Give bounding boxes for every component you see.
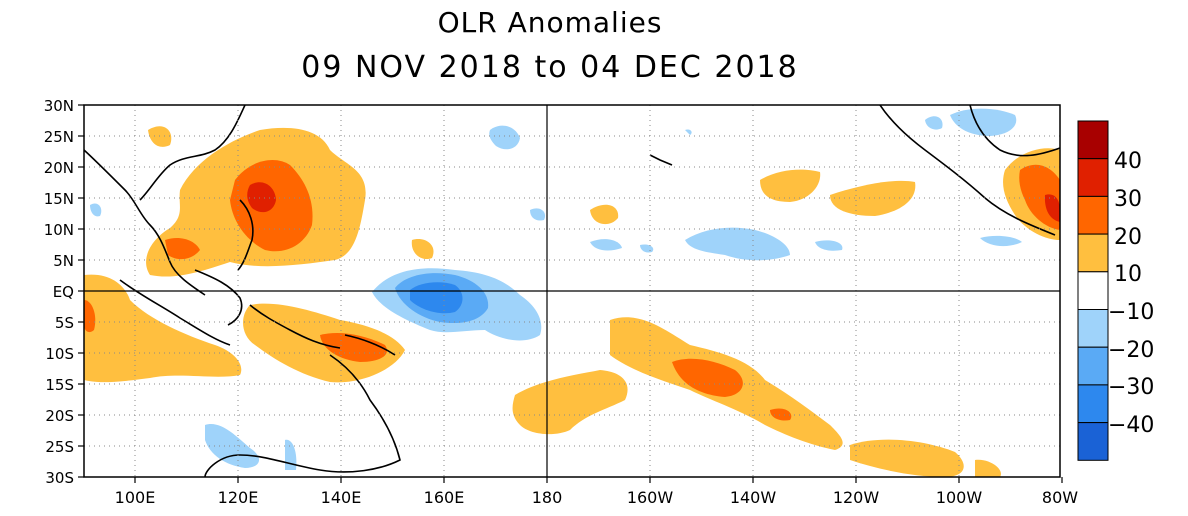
- colorbar-bin: [1077, 120, 1109, 160]
- colorbar-label: −10: [1108, 300, 1154, 325]
- lon-label: 160W: [627, 488, 674, 507]
- colorbar-bin: [1077, 195, 1109, 235]
- colorbar-bin: [1077, 309, 1109, 348]
- negative-anomaly-30-40: [410, 282, 463, 314]
- colorbar-bin: [1077, 158, 1109, 197]
- lon-label: 100E: [115, 488, 156, 507]
- colorbar-bin: [1077, 271, 1109, 310]
- colorbar-bin: [1077, 422, 1109, 461]
- colorbar-label: 10: [1114, 262, 1142, 287]
- lat-label: 20N: [44, 159, 74, 177]
- lon-axis: 100E 120E 140E 160E 180 160W 140W 120W 1…: [115, 488, 1079, 507]
- lat-label: 10N: [44, 221, 74, 239]
- colorbar-labels: 40 30 20 10 −10 −20 −30 −40: [1108, 149, 1154, 438]
- positive-anomaly-10-20: [84, 126, 1060, 477]
- lon-label: 180: [532, 488, 563, 507]
- colorbar-bin: [1077, 384, 1109, 424]
- lon-label: 120W: [833, 488, 880, 507]
- chart-title: OLR Anomalies: [437, 6, 663, 39]
- colorbar-bin: [1077, 346, 1109, 386]
- lat-label: 20S: [45, 407, 74, 425]
- lon-label: 140W: [730, 488, 777, 507]
- colorbar-label: −30: [1108, 375, 1154, 400]
- lat-label: 25S: [45, 438, 74, 456]
- lon-label: 120E: [218, 488, 259, 507]
- colorbar-label: 40: [1114, 149, 1142, 174]
- chart-subtitle: 09 NOV 2018 to 04 DEC 2018: [301, 50, 799, 85]
- lat-label: 30N: [44, 97, 74, 115]
- colorbar: 40 30 20 10 −10 −20 −30 −40: [1077, 120, 1154, 461]
- lat-label: 30S: [45, 469, 74, 487]
- colorbar-bins: [1077, 120, 1109, 461]
- lat-label: 10S: [45, 345, 74, 363]
- positive-anomaly-30-40: [247, 182, 1060, 222]
- lat-label: 25N: [44, 128, 74, 146]
- lat-label: 15S: [45, 376, 74, 394]
- anomaly-shading: [84, 105, 1060, 477]
- colorbar-label: −40: [1108, 413, 1154, 438]
- coastlines: [84, 105, 1060, 477]
- lon-label: 140E: [321, 488, 362, 507]
- lat-label: EQ: [53, 283, 74, 301]
- lon-label: 80W: [1042, 488, 1078, 507]
- colorbar-bin: [1077, 233, 1109, 273]
- lat-label: 5S: [55, 314, 74, 332]
- colorbar-label: 20: [1114, 225, 1142, 250]
- axis-ticks: [78, 104, 1063, 483]
- lat-label: 5N: [53, 252, 74, 270]
- colorbar-label: −20: [1108, 338, 1154, 363]
- lat-label: 15N: [44, 190, 74, 208]
- lat-axis: 30N 25N 20N 15N 10N 5N EQ 5S 10S 15S 20S…: [44, 97, 74, 487]
- colorbar-label: 30: [1114, 187, 1142, 212]
- lon-label: 160E: [424, 488, 465, 507]
- lon-label: 100W: [936, 488, 983, 507]
